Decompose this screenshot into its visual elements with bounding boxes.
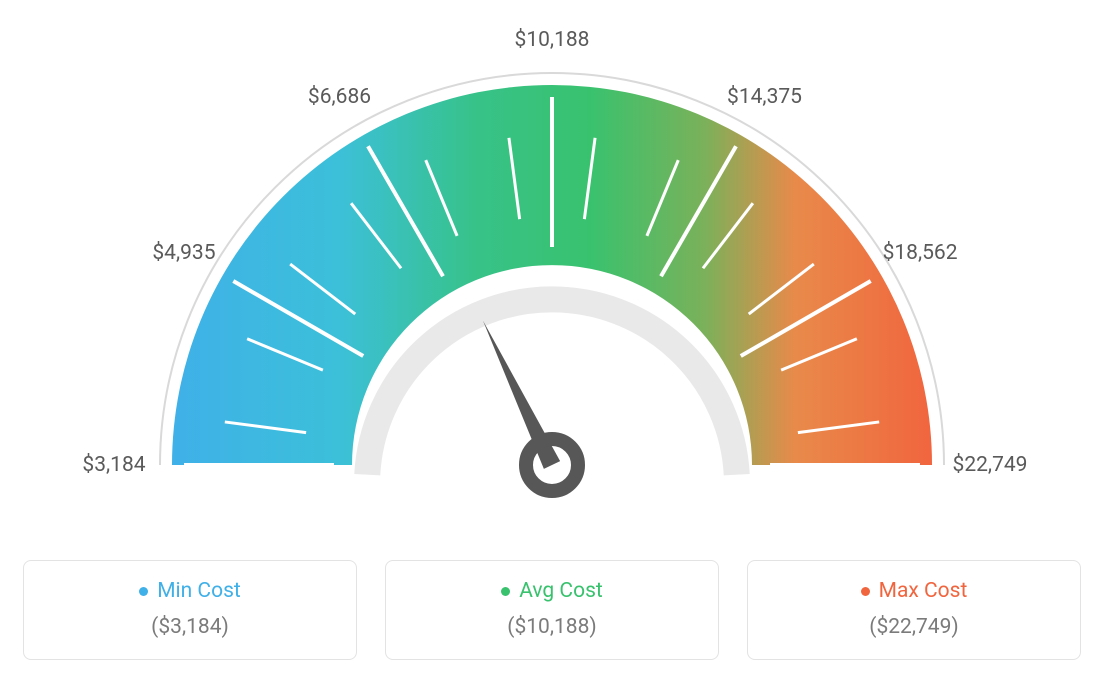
gauge-tick-label: $10,188 <box>515 28 590 52</box>
gauge-svg <box>22 20 1082 540</box>
legend-value: ($22,749) <box>869 615 958 639</box>
gauge-chart: $3,184 $4,935 $6,686 $10,188 $14,375 $18,562 $… <box>22 20 1082 540</box>
legend-title: Max Cost <box>861 579 968 603</box>
legend-card: Avg Cost ($10,188) <box>385 560 719 660</box>
gauge-tick-label: $3,184 <box>82 453 145 477</box>
legend-title: Avg Cost <box>501 579 603 603</box>
legend-dot-icon <box>861 587 870 596</box>
legend-title-text: Min Cost <box>157 579 241 603</box>
legend-title-text: Max Cost <box>879 579 968 603</box>
gauge-tick-label: $22,749 <box>953 453 1028 477</box>
gauge-tick-label: $14,375 <box>727 85 802 109</box>
legend-value: ($10,188) <box>507 615 596 639</box>
gauge-tick-label: $6,686 <box>308 85 371 109</box>
legend-dot-icon <box>501 587 510 596</box>
legend-value: ($3,184) <box>151 615 229 639</box>
gauge-tick-label: $4,935 <box>152 241 215 265</box>
legend-title: Min Cost <box>139 579 241 603</box>
legend-title-text: Avg Cost <box>519 579 603 603</box>
legend-card: Max Cost ($22,749) <box>747 560 1081 660</box>
legend-row: Min Cost ($3,184) Avg Cost ($10,188) Max Cos… <box>22 560 1082 660</box>
legend-card: Min Cost ($3,184) <box>23 560 357 660</box>
legend-dot-icon <box>139 587 148 596</box>
gauge-tick-label: $18,562 <box>883 241 958 265</box>
